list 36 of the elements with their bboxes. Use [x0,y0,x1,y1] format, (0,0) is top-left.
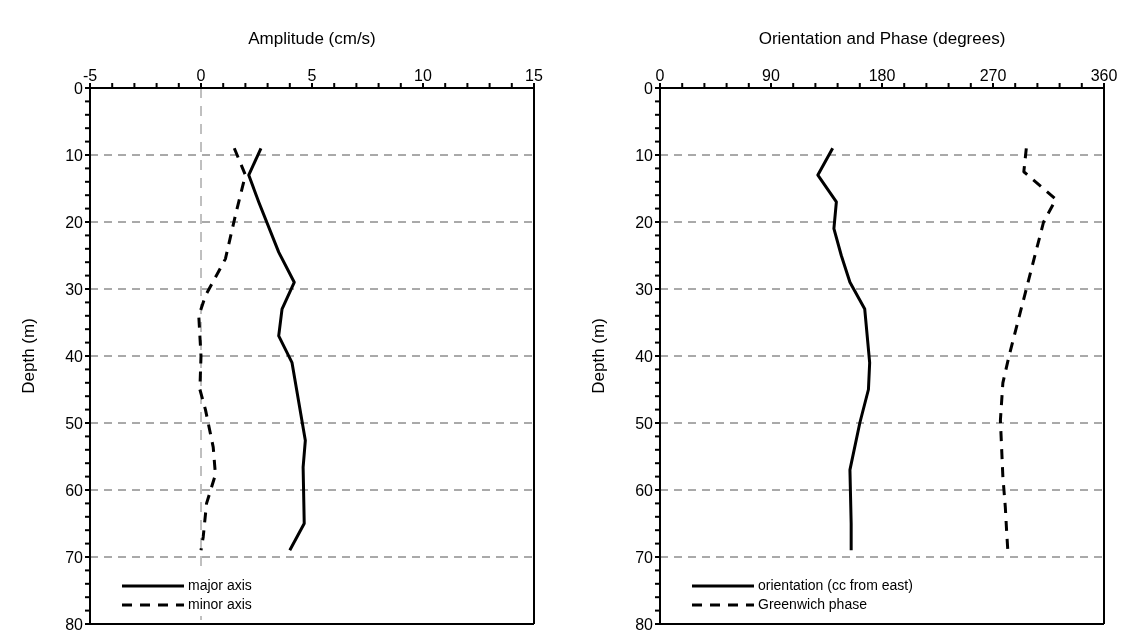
y-tick-label: 0 [74,79,84,97]
x-tick-label: 360 [1090,67,1118,84]
y-tick-label: 10 [65,146,84,164]
y-tick-label: 40 [65,347,84,365]
y-tick-label: 60 [65,481,84,499]
legend-label: orientation (cc from east) [758,576,913,595]
y-tick-label: 70 [65,548,84,566]
y-tick-label: 0 [644,79,654,97]
legend-label: minor axis [188,595,252,614]
x-tick-label: 0 [196,67,206,84]
y-tick-label: 40 [635,347,654,365]
y-tick-label: 60 [635,481,654,499]
x-tick-label: 15 [525,67,543,84]
y-tick-label: 20 [635,213,654,231]
legend-label: Greenwich phase [758,595,867,614]
x-tick-label: 270 [979,67,1007,84]
x-tick-label: -5 [82,67,98,84]
x-tick-label: 0 [655,67,665,84]
y-tick-label: 50 [65,414,84,432]
y-tick-label: 80 [635,615,654,633]
y-tick-label: 10 [635,146,654,164]
legend-label: major axis [188,576,252,595]
y-tick-label: 30 [65,280,84,298]
x-tick-label: 180 [868,67,896,84]
x-tick-label: 5 [307,67,317,84]
x-axis-title: Orientation and Phase (degrees) [758,29,1006,49]
x-tick-label: 10 [414,67,432,84]
y-tick-label: 50 [635,414,654,432]
x-axis-title: Amplitude (cm/s) [248,29,376,49]
y-axis-title: Depth (m) [19,318,39,394]
y-tick-label: 30 [635,280,654,298]
y-tick-label: 80 [65,615,84,633]
y-tick-label: 70 [635,548,654,566]
x-tick-label: 90 [762,67,780,84]
y-axis-title: Depth (m) [589,318,609,394]
y-tick-label: 20 [65,213,84,231]
